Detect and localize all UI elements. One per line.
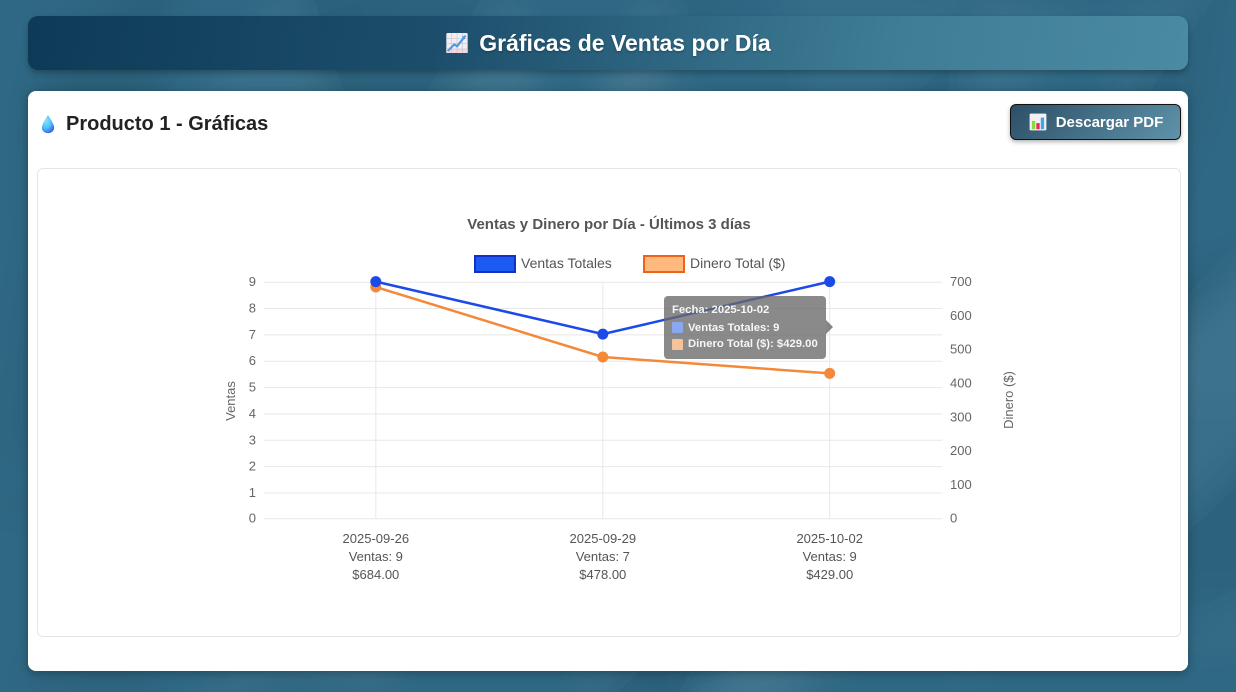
svg-text:0: 0 xyxy=(249,511,256,526)
svg-text:2: 2 xyxy=(249,459,256,474)
svg-text:$684.00: $684.00 xyxy=(352,567,399,582)
svg-text:300: 300 xyxy=(950,409,972,424)
svg-text:700: 700 xyxy=(950,274,972,289)
svg-text:0: 0 xyxy=(950,511,957,526)
svg-text:Ventas: 9: Ventas: 9 xyxy=(803,549,857,564)
svg-text:400: 400 xyxy=(950,376,972,391)
svg-text:Ventas: 9: Ventas: 9 xyxy=(349,549,403,564)
svg-text:Dinero Total ($): Dinero Total ($) xyxy=(690,255,785,271)
svg-text:Ventas y Dinero por Día - Últi: Ventas y Dinero por Día - Últimos 3 días xyxy=(467,215,750,233)
svg-text:2025-10-02: 2025-10-02 xyxy=(796,531,863,546)
svg-text:Ventas: Ventas xyxy=(223,381,238,421)
svg-text:6: 6 xyxy=(249,353,256,368)
svg-text:200: 200 xyxy=(950,443,972,458)
svg-text:Ventas Totales: Ventas Totales xyxy=(521,255,612,271)
svg-text:3: 3 xyxy=(249,432,256,447)
svg-text:Dinero ($): Dinero ($) xyxy=(1001,371,1016,429)
svg-text:$478.00: $478.00 xyxy=(579,567,626,582)
svg-text:600: 600 xyxy=(950,308,972,323)
svg-text:1: 1 xyxy=(249,485,256,500)
svg-text:7: 7 xyxy=(249,327,256,342)
svg-text:500: 500 xyxy=(950,342,972,357)
svg-text:100: 100 xyxy=(950,477,972,492)
svg-text:4: 4 xyxy=(249,406,256,421)
svg-text:8: 8 xyxy=(249,301,256,316)
svg-text:2025-09-29: 2025-09-29 xyxy=(570,531,637,546)
svg-text:$429.00: $429.00 xyxy=(806,567,853,582)
svg-text:Ventas: 7: Ventas: 7 xyxy=(576,549,630,564)
svg-text:5: 5 xyxy=(249,380,256,395)
svg-text:9: 9 xyxy=(249,274,256,289)
svg-text:2025-09-26: 2025-09-26 xyxy=(343,531,410,546)
